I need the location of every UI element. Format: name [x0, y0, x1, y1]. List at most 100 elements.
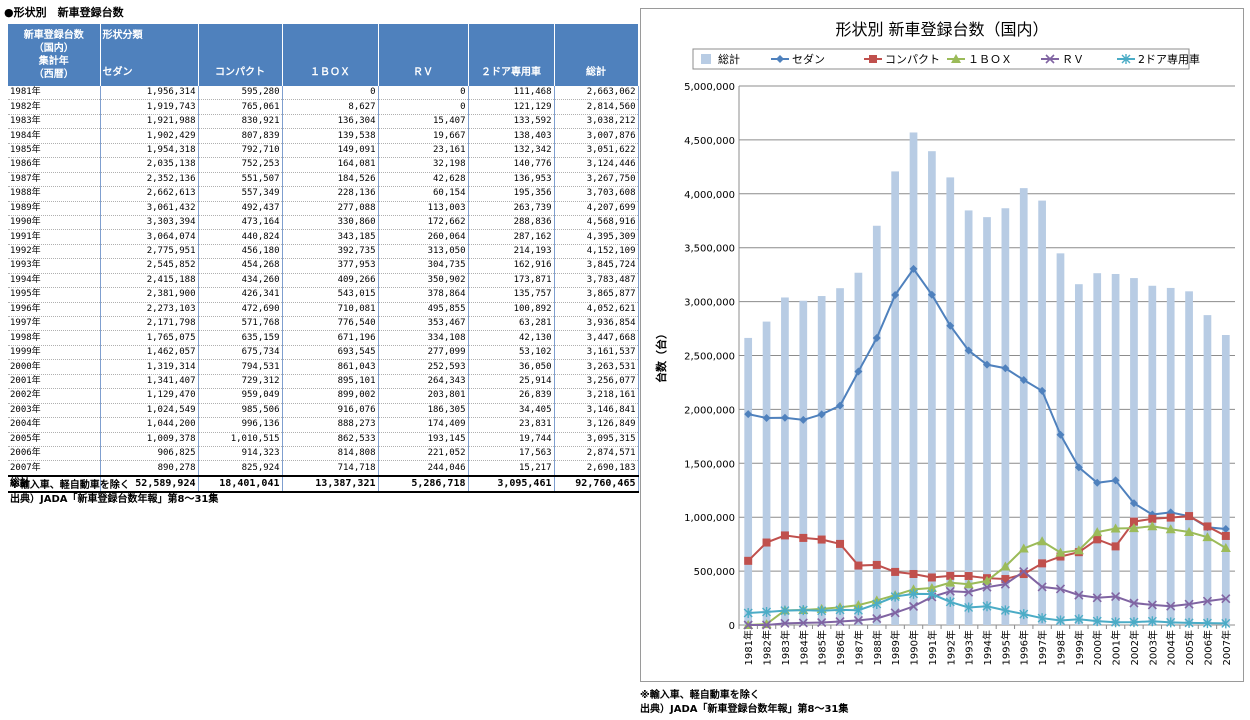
value-cell: 2,352,136 — [100, 172, 199, 187]
value-cell: 174,409 — [378, 417, 469, 432]
point-twodoor — [964, 602, 974, 613]
value-cell: 135,757 — [468, 287, 555, 303]
y-tick-label: 4,500,000 — [684, 136, 735, 147]
value-cell: 136,304 — [282, 114, 379, 129]
value-cell: 4,052,621 — [554, 302, 639, 317]
point-sedan — [1221, 525, 1230, 534]
value-cell: 792,710 — [198, 143, 283, 158]
value-cell: 378,864 — [378, 287, 469, 303]
corner-line-3: 集計年 — [38, 56, 69, 67]
point-twodoor — [1111, 617, 1121, 628]
table-row: 2006年 906,825 914,323 814,808 221,052 17,563 2… — [8, 446, 639, 461]
point-onebox — [1220, 542, 1231, 552]
value-cell: 334,108 — [378, 330, 469, 346]
value-cell: 139,538 — [282, 128, 379, 144]
value-cell: 2,381,900 — [100, 287, 199, 303]
value-cell: 906,825 — [100, 446, 199, 461]
value-cell: 287,162 — [468, 229, 555, 245]
total-cell: 3,095,461 — [468, 474, 555, 493]
legend-marker — [1121, 54, 1131, 64]
year-cell: 1999年 — [8, 345, 101, 360]
x-tick-label: 2001年 — [1110, 630, 1123, 665]
point-compact — [909, 569, 918, 578]
bar-total — [836, 288, 844, 625]
x-tick-label: 1989年 — [889, 630, 902, 665]
value-cell: 4,395,309 — [554, 229, 639, 245]
point-sedan — [1038, 386, 1047, 395]
table-row: 1994年 2,415,188 434,260 409,266 350,902 173,8… — [8, 273, 639, 288]
point-sedan — [927, 290, 936, 299]
value-cell: 0 — [282, 86, 379, 100]
value-cell: 1,010,515 — [198, 432, 283, 447]
x-tick-label: 1994年 — [981, 630, 994, 665]
column-header: １ＢＯＸ — [282, 58, 379, 86]
point-twodoor — [853, 605, 863, 616]
value-cell: 138,403 — [468, 128, 555, 144]
x-tick-label: 1991年 — [926, 630, 939, 665]
value-cell: 113,003 — [378, 201, 469, 216]
y-tick-label: 3,000,000 — [684, 298, 735, 309]
point-compact — [1203, 522, 1212, 531]
year-cell: 2006年 — [8, 446, 101, 461]
point-twodoor — [798, 605, 808, 616]
point-sedan — [1093, 478, 1102, 487]
value-cell: 133,592 — [468, 114, 555, 129]
x-tick-label: 1986年 — [834, 630, 847, 665]
value-cell: 440,824 — [198, 229, 283, 245]
value-cell: 330,860 — [282, 215, 379, 230]
value-cell: 264,343 — [378, 374, 469, 389]
table-row: 2003年 1,024,549 985,506 916,076 186,305 34,40… — [8, 403, 639, 418]
value-cell: 3,126,849 — [554, 417, 639, 432]
legend-label: 総計 — [718, 52, 740, 66]
bar-total — [1203, 315, 1212, 625]
value-cell: 260,064 — [378, 229, 469, 245]
header-blank — [282, 24, 379, 58]
x-tick-label: 1985年 — [816, 630, 829, 665]
point-twodoor — [1055, 615, 1065, 626]
x-tick-label: 1997年 — [1036, 630, 1049, 665]
table-row: 1999年 1,462,057 675,734 693,545 277,099 53,10… — [8, 345, 639, 360]
x-tick-label: 1988年 — [871, 630, 884, 665]
point-rv — [1147, 600, 1157, 610]
value-cell: 571,768 — [198, 316, 283, 331]
point-onebox — [1202, 532, 1213, 542]
column-header: コンパクト — [198, 58, 283, 86]
value-cell: 1,956,314 — [100, 86, 199, 100]
point-compact — [780, 531, 789, 540]
point-rv — [1202, 596, 1213, 606]
value-cell: 985,506 — [198, 403, 283, 418]
table-row: 1996年 2,273,103 472,690 710,081 495,855 100,8… — [8, 302, 639, 317]
bar-total — [964, 210, 973, 625]
year-cell: 2007年 — [8, 460, 101, 476]
value-cell: 776,540 — [282, 316, 379, 331]
total-cell: 92,760,465 — [554, 474, 639, 493]
value-cell: 551,507 — [198, 172, 283, 187]
value-cell: 899,002 — [282, 388, 379, 404]
table-row: 1992年 2,775,951 456,180 392,735 313,050 214,1… — [8, 244, 639, 259]
point-rv — [853, 615, 863, 625]
point-compact — [854, 561, 863, 570]
value-cell: 890,278 — [100, 460, 199, 476]
value-cell: 100,892 — [468, 302, 555, 317]
value-cell: 671,196 — [282, 330, 379, 346]
value-cell: 959,049 — [198, 388, 283, 404]
year-cell: 1991年 — [8, 229, 101, 245]
value-cell: 244,046 — [378, 460, 469, 476]
value-cell: 53,102 — [468, 345, 555, 360]
value-cell: 111,468 — [468, 86, 555, 100]
total-cell: 13,387,321 — [282, 474, 379, 493]
point-onebox — [1165, 524, 1176, 534]
year-cell: 2005年 — [8, 432, 101, 447]
value-cell: 1,462,057 — [100, 345, 199, 360]
legend-label: ＲＶ — [1062, 53, 1084, 66]
year-cell: 1989年 — [8, 201, 101, 216]
point-rv — [1166, 601, 1176, 611]
bar-total — [1111, 273, 1120, 625]
point-compact — [1001, 575, 1010, 584]
y-tick-label: 1,000,000 — [684, 513, 735, 524]
point-twodoor — [1092, 616, 1102, 627]
point-onebox — [963, 579, 974, 589]
point-rv — [964, 587, 974, 597]
point-onebox — [1000, 561, 1011, 571]
value-cell: 456,180 — [198, 244, 283, 259]
